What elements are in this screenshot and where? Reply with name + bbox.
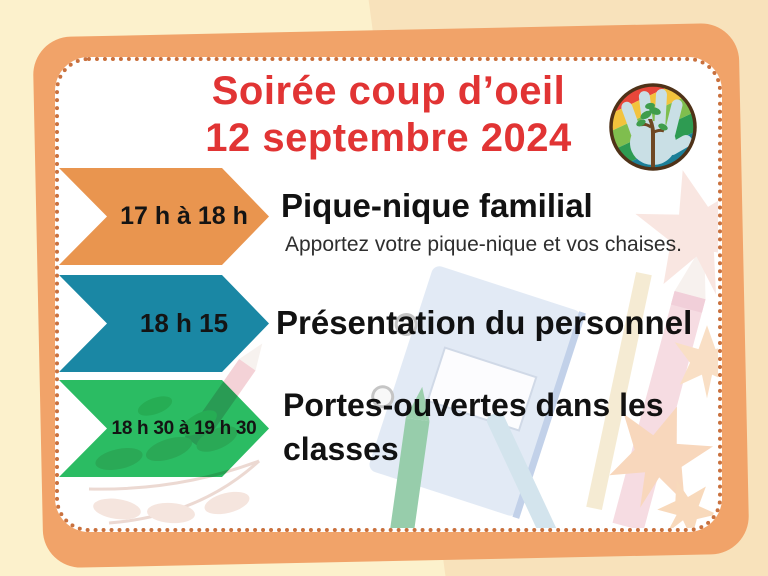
- flyer-card: 17 h à 18 h 18 h 15 18 h 30 à 19 h 30 Pi…: [55, 57, 722, 532]
- arrow-banner-1: [59, 168, 269, 265]
- poster-title-line1: Soirée coup d’oeil: [211, 69, 566, 113]
- arrow-shape-2: [59, 275, 269, 372]
- event-subtitle-1: Apportez votre pique-nique et vos chaise…: [285, 233, 682, 256]
- poster-title: Soirée coup d’oeil 12 septembre 2024: [59, 68, 718, 162]
- event-title-2: Présentation du personnel: [276, 304, 693, 341]
- poster-title-line2: 12 septembre 2024: [205, 116, 572, 161]
- logo-ring: [609, 83, 697, 171]
- event-title-1: Pique-nique familial: [281, 187, 593, 224]
- event-time-1: 17 h à 18 h: [120, 202, 248, 230]
- event-title-3: Portes-ouvertes dans les classes: [283, 387, 664, 468]
- arrow-banner-2: [59, 275, 269, 372]
- tree-sprout: [636, 102, 668, 169]
- event-time-3: 18 h 30 à 19 h 30: [111, 417, 257, 439]
- arrow-shape-1: [59, 168, 269, 265]
- logo-rainbow-stripes: [611, 85, 695, 169]
- event-time-2: 18 h 15: [139, 308, 229, 338]
- hands-tree-logo: [609, 83, 697, 171]
